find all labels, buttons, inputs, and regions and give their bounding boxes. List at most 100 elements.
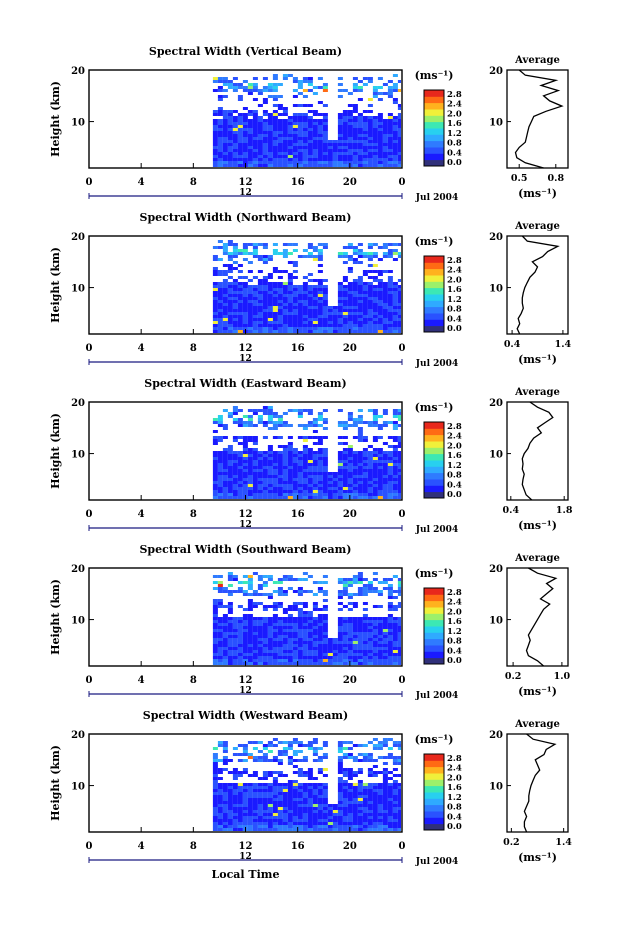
heatmap-cell — [387, 481, 393, 484]
heatmap-cell — [362, 303, 368, 306]
panel-1: Spectral Width (Northward Beam)2010Heigh… — [49, 211, 572, 369]
heatmap-cell — [277, 810, 283, 813]
heatmap-cell — [397, 617, 402, 620]
heatmap-cell — [232, 421, 238, 424]
heatmap-cell — [282, 496, 288, 499]
heatmap-cell — [257, 587, 263, 590]
heatmap-cell — [287, 143, 293, 146]
heatmap-cell — [262, 297, 268, 300]
heatmap-cell — [267, 131, 273, 134]
heatmap-cell — [352, 457, 358, 460]
heatmap-cell — [287, 795, 293, 798]
heatmap-cell — [242, 80, 248, 83]
heatmap-cell — [387, 321, 393, 324]
heatmap-cell — [397, 143, 402, 146]
heatmap-cell — [267, 155, 273, 158]
heatmap-cell — [377, 164, 383, 167]
heatmap-cell — [382, 134, 388, 137]
heatmap-cell — [317, 439, 323, 442]
heatmap-cell — [347, 469, 353, 472]
heatmap-cell — [317, 795, 323, 798]
profile-x-label: (ms⁻¹) — [518, 851, 557, 864]
heatmap-cell — [212, 451, 218, 454]
heatmap-cell — [242, 146, 248, 149]
heatmap-cell — [342, 774, 348, 777]
heatmap-cell — [362, 309, 368, 312]
heatmap-cell — [212, 430, 218, 433]
colorbar-tick-label: 0.0 — [447, 158, 462, 168]
heatmap-cell — [302, 466, 308, 469]
heatmap-cell — [342, 662, 348, 665]
heatmap-cell — [387, 810, 393, 813]
heatmap-cell — [377, 291, 383, 294]
heatmap-cell — [372, 605, 378, 608]
colorbar-segment — [424, 434, 444, 442]
heatmap-cell — [317, 626, 323, 629]
heatmap-cell — [292, 463, 298, 466]
heatmap-cell — [212, 442, 218, 445]
heatmap-cell — [367, 822, 373, 825]
heatmap-cell — [362, 481, 368, 484]
heatmap-cell — [272, 786, 278, 789]
heatmap-cell — [397, 460, 402, 463]
heatmap-cell — [307, 807, 313, 810]
heatmap-cell — [227, 155, 233, 158]
heatmap-cell — [267, 659, 273, 662]
profile-line — [516, 235, 560, 335]
heatmap-cell — [302, 659, 308, 662]
y-axis-label: Height (km) — [49, 413, 62, 489]
heatmap-cell — [222, 659, 228, 662]
heatmap-cell — [352, 149, 358, 152]
heatmap-cell — [352, 644, 358, 647]
colorbar-tick-label: 0.0 — [447, 822, 462, 832]
heatmap-cell — [307, 137, 313, 140]
colorbar-segment — [424, 804, 444, 812]
heatmap-cell — [217, 291, 223, 294]
heatmap-cell — [262, 243, 268, 246]
heatmap-cell — [392, 590, 398, 593]
heatmap-cell — [382, 638, 388, 641]
heatmap-cell — [372, 300, 378, 303]
heatmap-cell — [312, 143, 318, 146]
heatmap-cell — [252, 457, 258, 460]
heatmap-cell — [282, 617, 288, 620]
heatmap-cell — [222, 626, 228, 629]
heatmap-cell — [387, 158, 393, 161]
heatmap-cell — [367, 152, 373, 155]
colorbar-tick-label: 0.8 — [447, 139, 462, 149]
heatmap-cell — [237, 472, 243, 475]
heatmap-cell — [287, 490, 293, 493]
heatmap-cell — [237, 134, 243, 137]
heatmap-cell — [342, 457, 348, 460]
heatmap-cell — [287, 288, 293, 291]
heatmap-cell — [267, 149, 273, 152]
heatmap-cell — [397, 243, 402, 246]
heatmap-cell — [257, 810, 263, 813]
heatmap-cell — [317, 587, 323, 590]
heatmap-cell — [337, 493, 343, 496]
heatmap-cell — [302, 602, 308, 605]
heatmap-cell — [277, 327, 283, 330]
heatmap-cell — [212, 638, 218, 641]
heatmap-cell — [277, 330, 283, 333]
heatmap-cell — [242, 155, 248, 158]
heatmap-cell — [337, 478, 343, 481]
heatmap-cell — [347, 478, 353, 481]
heatmap-cell — [367, 270, 373, 273]
heatmap-cell — [277, 104, 283, 107]
colorbar-segment — [424, 422, 444, 429]
heatmap-cell — [382, 161, 388, 164]
heatmap-cell — [337, 288, 343, 291]
heatmap-cell — [377, 771, 383, 774]
heatmap-cell — [232, 656, 238, 659]
heatmap-cell — [387, 291, 393, 294]
heatmap-cell — [302, 626, 308, 629]
heatmap-cell — [357, 113, 363, 116]
heatmap-cell — [307, 324, 313, 327]
heatmap-cell — [302, 291, 308, 294]
heatmap-cell — [247, 128, 253, 131]
heatmap-cell — [352, 469, 358, 472]
heatmap-cell — [257, 798, 263, 801]
heatmap-cell — [337, 750, 343, 753]
heatmap-cell — [272, 795, 278, 798]
